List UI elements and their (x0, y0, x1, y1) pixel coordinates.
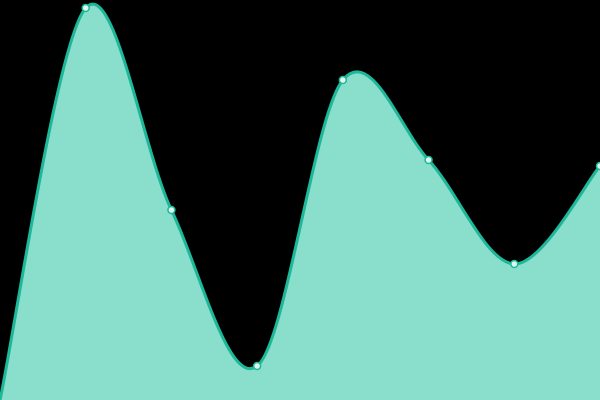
data-point-marker (510, 259, 519, 269)
data-point-marker (81, 3, 90, 13)
data-point-marker (167, 205, 176, 215)
data-point-marker (252, 361, 262, 371)
data-point-marker (424, 155, 433, 165)
area-fill (0, 4, 600, 400)
data-point-marker (595, 161, 600, 171)
data-point-marker (338, 75, 348, 85)
